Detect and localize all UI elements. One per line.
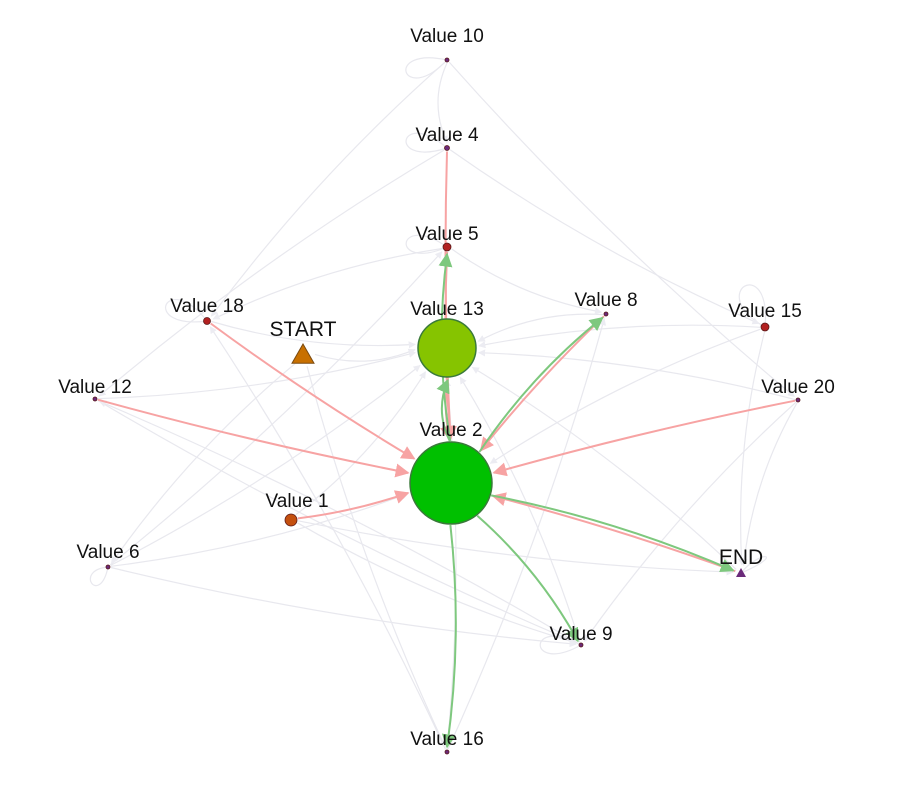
node-start[interactable]: [291, 342, 315, 364]
edge-value6-to-value9: [110, 566, 577, 648]
edge-start-to-value13: [314, 348, 416, 362]
edge-value4-to-value12: [98, 149, 445, 397]
node-value6[interactable]: [105, 564, 111, 570]
edge-value15-to-end: [737, 331, 766, 566]
edge-value16-to-value8: [447, 318, 607, 750]
node-value20[interactable]: [795, 397, 801, 403]
node-label-value6: Value 6: [76, 542, 139, 563]
self-loop-value10: [405, 57, 448, 79]
edge-end-to-value13: [471, 366, 737, 570]
node-value13[interactable]: [417, 318, 477, 378]
self-loop-value6: [89, 566, 109, 587]
edge-value8-to-value2: [479, 315, 605, 452]
edge-value15-to-value13: [478, 324, 761, 349]
edge-value6-to-value5: [109, 251, 443, 566]
node-label-value8: Value 8: [574, 290, 637, 311]
edge-value18-to-value2: [210, 322, 416, 460]
edge-value6-to-value2: [110, 492, 409, 567]
edge-value5-to-value18: [212, 247, 443, 320]
node-label-value4: Value 4: [415, 125, 478, 146]
node-label-value20: Value 20: [761, 377, 835, 398]
edge-value1-to-value2: [297, 490, 410, 520]
edge-start-to-value6: [110, 363, 296, 564]
node-label-value15: Value 15: [728, 301, 802, 322]
self-loop-value18: [165, 299, 208, 323]
node-value16[interactable]: [444, 749, 450, 755]
node-value2[interactable]: [409, 441, 493, 525]
self-loop-value15: [738, 284, 767, 328]
edge-value4-to-value15: [449, 149, 760, 325]
node-value5[interactable]: [442, 242, 452, 252]
node-end[interactable]: [736, 568, 746, 577]
edge-value10-to-value18: [210, 61, 446, 317]
node-value8[interactable]: [603, 311, 609, 317]
self-loop-value5: [405, 234, 448, 254]
edge-value10-to-value4: [437, 62, 448, 144]
edge-value20-to-value2: [492, 399, 796, 477]
node-labels: Value 10 Value 4 Value 5 Value 13 Value 18 ST…: [58, 26, 835, 750]
edge-end-to-value2: [491, 492, 736, 573]
node-value15[interactable]: [760, 322, 770, 332]
self-loop-value4: [405, 132, 448, 153]
node-value4[interactable]: [444, 145, 450, 151]
node-label-value2: Value 2: [419, 420, 482, 441]
node-label-end: END: [719, 546, 763, 569]
edge-value5-to-value8: [451, 248, 603, 315]
node-label-value5: Value 5: [415, 224, 478, 245]
faint-edges: [97, 61, 798, 750]
edge-value8-to-value13: [477, 313, 604, 342]
edge-value10-to-value20: [448, 61, 795, 397]
node-value1[interactable]: [284, 513, 298, 527]
edge-value2-to-value13: [436, 378, 451, 442]
node-label-value9: Value 9: [549, 624, 612, 645]
node-label-value10: Value 10: [410, 26, 484, 47]
edge-value9-to-value12: [98, 400, 579, 645]
edge-value16-to-value18: [209, 326, 447, 750]
self-loop-end: [740, 556, 767, 574]
edge-value15-to-value2: [489, 328, 761, 464]
edge-value18-to-value13: [211, 320, 416, 349]
node-label-value18: Value 18: [170, 296, 244, 317]
node-label-value13: Value 13: [410, 299, 484, 320]
edge-value2-to-value16: [441, 524, 457, 749]
edge-value2-to-value9: [476, 515, 579, 643]
highlighted-edges: [97, 151, 796, 749]
edge-value12-to-value9: [97, 399, 578, 644]
edge-value20-to-value13: [477, 349, 796, 401]
edge-value12-to-value2: [97, 398, 410, 478]
edge-value2-to-end: [490, 494, 735, 572]
node-value9[interactable]: [578, 642, 584, 648]
edge-value20-to-value9: [583, 401, 797, 642]
node-label-start: START: [270, 318, 337, 341]
edge-value1-to-value9: [297, 522, 578, 645]
edge-value6-to-value13: [110, 364, 421, 566]
edge-start-to-value16: [306, 366, 446, 748]
edge-value1-to-end: [297, 520, 734, 576]
node-label-value1: Value 1: [265, 491, 328, 512]
edge-value20-to-end: [740, 402, 798, 567]
node-value10[interactable]: [444, 57, 450, 63]
node-label-value16: Value 16: [410, 729, 484, 750]
node-value12[interactable]: [92, 396, 98, 402]
nodes: [92, 57, 801, 755]
node-value18[interactable]: [203, 317, 211, 325]
edge-value12-to-value13: [97, 350, 416, 400]
edge-value2-to-value8: [478, 316, 604, 453]
node-label-value12: Value 12: [58, 377, 132, 398]
